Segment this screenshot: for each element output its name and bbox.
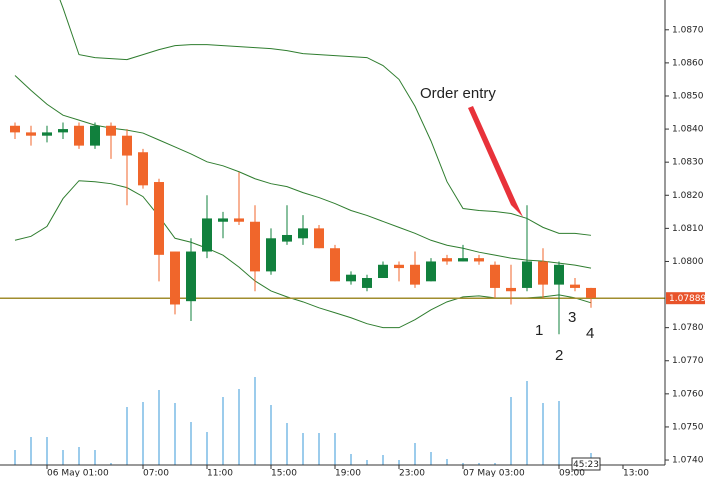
x-tick-label: 06 May 01:00 <box>47 469 109 477</box>
y-tick-label: 1.0850 <box>672 91 704 101</box>
marker: 2 <box>555 347 563 364</box>
candle-body <box>218 218 228 222</box>
candle-body <box>42 132 52 136</box>
timer-box <box>571 457 601 471</box>
marker: 1 <box>535 322 543 339</box>
annotation: Order entry <box>420 85 496 102</box>
x-tick-label: 07 May 03:00 <box>463 469 525 477</box>
x-tick-label: 15:00 <box>271 469 297 477</box>
candle-body <box>378 264 388 279</box>
candle-body <box>506 287 516 292</box>
x-tick-label: 11:00 <box>207 469 233 477</box>
y-tick-label: 1.0780 <box>672 323 704 333</box>
timer: 45:23 <box>573 460 599 470</box>
candle-body <box>554 264 564 285</box>
x-tick-label: 09:00 <box>559 469 585 477</box>
candle-body <box>202 218 212 252</box>
candle-body <box>58 129 68 133</box>
y-tick-label: 1.0800 <box>672 257 704 267</box>
x-tick-label: 23:00 <box>399 469 425 477</box>
candle-body <box>314 228 324 249</box>
candle-body <box>250 221 260 272</box>
candle-body <box>154 182 164 255</box>
candle-body <box>538 261 548 285</box>
y-tick-label: 1.0760 <box>672 389 704 399</box>
x-tick-label: 19:00 <box>335 469 361 477</box>
arrow <box>468 106 523 217</box>
candle-body <box>90 125 100 146</box>
candle-body <box>170 251 180 305</box>
candle-body <box>394 264 404 269</box>
candle-body <box>346 274 356 282</box>
price-label: 1.07889 <box>669 294 705 304</box>
candle-body <box>298 228 308 239</box>
candle-body <box>282 234 292 242</box>
candle-body <box>266 238 276 272</box>
candle-body <box>458 258 468 262</box>
candle-body <box>586 287 596 298</box>
y-tick-label: 1.0810 <box>672 224 704 234</box>
y-tick-label: 1.0750 <box>672 422 704 432</box>
candle-body <box>106 125 116 136</box>
candle-body <box>522 261 532 288</box>
candle-body <box>474 258 484 262</box>
candle-body <box>362 278 372 288</box>
candle-body <box>74 125 84 146</box>
y-tick-label: 1.0870 <box>672 25 704 35</box>
plot-area <box>0 0 665 465</box>
band-line <box>59 0 592 236</box>
candle-body <box>570 284 580 288</box>
candle-body <box>442 258 452 262</box>
y-tick-label: 1.0830 <box>672 158 704 168</box>
candle-body <box>490 264 500 288</box>
x-tick-label: 13:00 <box>623 469 649 477</box>
y-tick-label: 1.0770 <box>672 356 704 366</box>
candle-body <box>26 132 36 136</box>
y-tick-label: 1.0860 <box>672 58 704 68</box>
y-tick-label: 1.0740 <box>672 456 704 466</box>
candle-body <box>426 261 436 282</box>
x-tick-label: 07:00 <box>143 469 169 477</box>
candle-body <box>138 152 148 186</box>
marker: 3 <box>568 309 576 326</box>
candle-body <box>122 135 132 156</box>
price-label-box <box>666 292 705 305</box>
y-tick-label: 1.0840 <box>672 125 704 135</box>
candle-body <box>330 248 340 282</box>
candle-body <box>234 218 244 222</box>
candle-body <box>10 125 20 133</box>
y-tick-label: 1.0820 <box>672 191 704 201</box>
candle-body <box>410 264 420 285</box>
candle-body <box>186 251 196 302</box>
marker: 4 <box>586 325 594 342</box>
